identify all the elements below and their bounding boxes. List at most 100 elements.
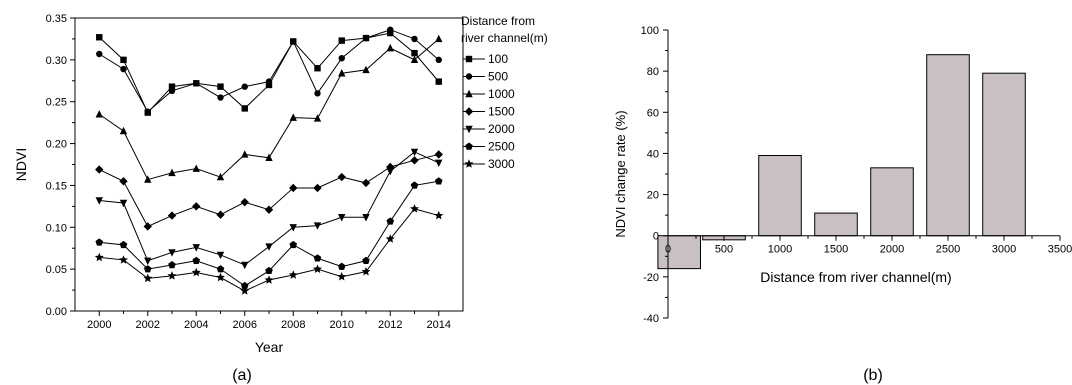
data-point [387, 26, 394, 33]
x-tick-label: 2010 [330, 319, 354, 331]
data-point [168, 249, 176, 257]
legend-item: 500 [463, 70, 508, 84]
data-point [119, 240, 128, 249]
data-point [216, 272, 225, 282]
legend-item: 2000 [463, 122, 515, 136]
data-point [265, 78, 273, 85]
data-point [192, 202, 201, 211]
data-point [289, 224, 297, 232]
series-1500 [95, 150, 443, 231]
data-point [192, 256, 201, 265]
x-tick-label: 2012 [378, 319, 402, 331]
data-point [361, 178, 371, 188]
data-point [119, 255, 128, 264]
data-point [435, 159, 443, 168]
data-point [385, 234, 395, 243]
data-point [119, 177, 128, 186]
data-point [313, 254, 322, 262]
data-point [386, 167, 394, 176]
data-point [120, 56, 127, 64]
data-point [143, 265, 152, 273]
data-point [96, 34, 103, 41]
bar-2500 [926, 54, 970, 237]
data-point [191, 267, 201, 277]
data-point [464, 159, 474, 168]
data-point [337, 271, 347, 281]
data-point [314, 90, 321, 97]
data-point [465, 125, 473, 134]
x-tick-label: 3000 [992, 244, 1016, 256]
y-tick-label: 0.05 [46, 264, 67, 276]
data-point [167, 271, 177, 280]
y-tick-label: 0.25 [46, 97, 67, 109]
data-point [313, 114, 322, 122]
data-point [144, 175, 152, 183]
data-point [265, 266, 273, 275]
legend-label: 2000 [488, 122, 515, 136]
data-point [216, 265, 225, 273]
data-point [216, 210, 225, 219]
data-point [411, 49, 418, 57]
data-point [241, 150, 249, 158]
data-point [337, 262, 346, 270]
data-point [95, 165, 104, 174]
y-tick-label: 0.35 [46, 13, 67, 25]
data-point [338, 214, 346, 222]
legend-item: 3000 [463, 157, 515, 171]
data-point [465, 142, 473, 150]
data-point [143, 222, 152, 231]
data-point [410, 156, 419, 165]
data-point [168, 87, 176, 95]
data-point [95, 238, 104, 246]
data-point [434, 150, 443, 159]
data-point [338, 69, 346, 77]
data-point [143, 273, 153, 283]
data-point [435, 34, 443, 43]
x-tick-label: 3500 [1048, 244, 1072, 256]
data-point [289, 240, 298, 249]
panel-label: (b) [863, 367, 883, 384]
data-point [192, 164, 200, 172]
data-point [240, 281, 249, 290]
y-tick-label: 0 [653, 231, 659, 243]
x-tick-label: 0 [665, 244, 671, 256]
data-point [193, 80, 200, 87]
data-point [144, 108, 151, 115]
data-point [240, 197, 249, 207]
data-point [120, 65, 127, 73]
data-point [264, 205, 274, 214]
legend-title: river channel(m) [461, 31, 548, 45]
legend-label: 500 [488, 70, 508, 84]
legend-title: Distance from [461, 14, 535, 28]
legend-label: 100 [488, 52, 508, 66]
legend-item: 2500 [463, 140, 515, 154]
x-tick-label: 1000 [768, 244, 792, 256]
line-chart-panel: 2000 2002 2004 2006 2008 2010 2012 2014 0.00 0.05… [13, 13, 548, 384]
data-point [362, 256, 370, 265]
data-point [241, 105, 248, 112]
series-2500 [95, 177, 443, 290]
y-tick-label: 80 [647, 66, 659, 78]
bar-100 [657, 235, 701, 270]
y-tick-label: 0.00 [46, 306, 67, 318]
data-point [313, 222, 322, 230]
data-point [313, 183, 322, 193]
legend: Distance from river channel(m) 100 500 1000 1… [461, 14, 548, 171]
y-tick-label: -40 [643, 313, 659, 325]
data-point [338, 37, 345, 44]
data-point [362, 214, 370, 222]
data-point [96, 50, 103, 58]
data-point [435, 56, 442, 64]
data-point [465, 89, 473, 98]
x-tick-label: 2008 [281, 319, 305, 331]
bar-1000 [758, 154, 802, 237]
y-axis-label: NDVI [13, 148, 29, 181]
y-tick-label: 0.10 [46, 222, 67, 234]
data-point [434, 177, 443, 185]
data-point [410, 204, 419, 213]
x-tick-label: 2006 [233, 319, 257, 331]
x-tick-label: 2014 [427, 319, 451, 331]
series-2000 [95, 148, 443, 270]
data-point [338, 54, 345, 62]
